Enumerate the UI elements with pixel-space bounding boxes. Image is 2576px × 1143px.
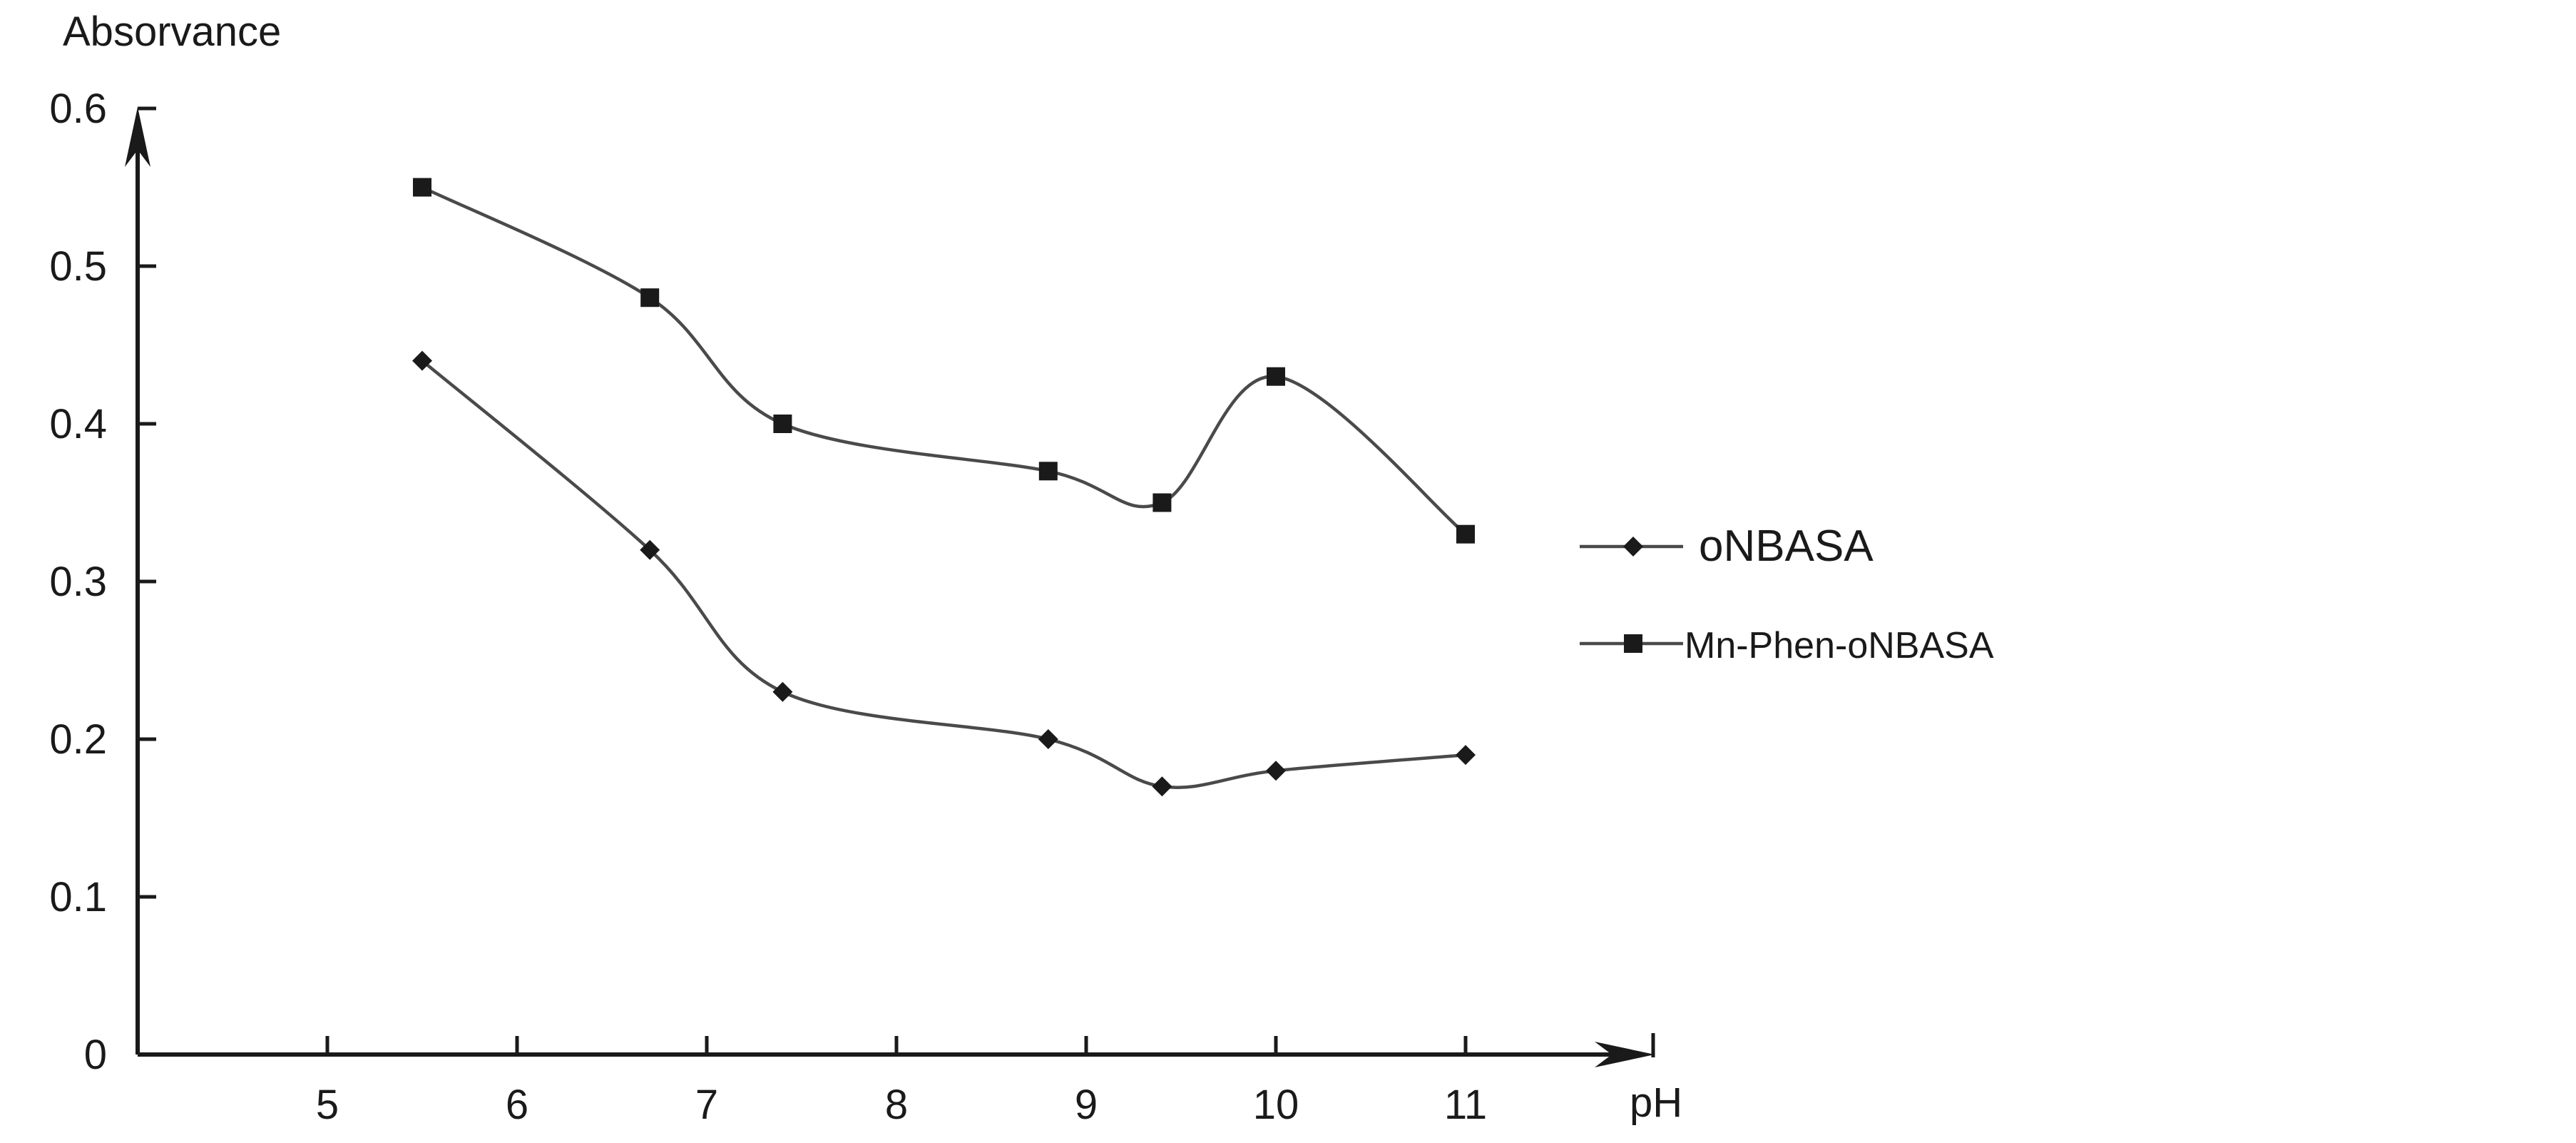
y-ticks: 0 0.1 0.2 0.3 0.4 0.5 0.6: [49, 86, 156, 1078]
y-tick-label: 0.2: [49, 716, 107, 763]
data-point: [1038, 729, 1058, 749]
x-tick-label: 10: [1253, 1082, 1299, 1128]
y-tick-label: 0.3: [49, 559, 107, 605]
legend-item: oNBASA: [1580, 522, 1874, 571]
x-axis-arrow: [1595, 1042, 1655, 1067]
data-point: [413, 178, 431, 197]
x-tick-label: 6: [506, 1082, 528, 1128]
series-line: [421, 359, 1466, 790]
series-onbasa: [412, 350, 1476, 797]
data-point: [1456, 745, 1476, 766]
y-tick-label: 0.5: [49, 243, 107, 290]
legend-label: oNBASA: [1699, 522, 1874, 571]
data-point: [1266, 761, 1286, 781]
y-axis-title: Absorvance: [63, 9, 281, 55]
x-tick-label: 7: [695, 1082, 718, 1128]
data-point: [1456, 524, 1475, 544]
data-point: [1038, 462, 1058, 481]
data-point: [640, 288, 660, 308]
x-ticks: 5 6 7 8 9 10 11: [316, 1036, 1487, 1128]
y-tick-label: 0.4: [49, 401, 107, 447]
data-point: [1152, 776, 1172, 797]
y-tick-label: 0: [84, 1032, 107, 1078]
x-tick-label: 8: [885, 1082, 908, 1128]
x-axis-title: pH: [1630, 1080, 1682, 1126]
data-point: [412, 350, 432, 371]
series-line: [421, 186, 1467, 536]
y-axis-arrow: [125, 107, 150, 167]
legend-item: Mn-Phen-oNBASA: [1580, 625, 1994, 666]
data-point: [640, 539, 660, 560]
legend-label: Mn-Phen-oNBASA: [1685, 625, 1994, 666]
legend-marker: [1624, 634, 1642, 653]
y-tick-label: 0.1: [49, 874, 107, 920]
data-point: [1267, 367, 1285, 386]
legend: oNBASA Mn-Phen-oNBASA: [1580, 522, 1994, 666]
data-point: [773, 415, 792, 433]
y-tick-label: 0.6: [49, 86, 107, 132]
data-point: [772, 681, 793, 702]
series-mn-phen-onbasa: [413, 178, 1475, 544]
axes: [125, 107, 1655, 1067]
legend-marker: [1623, 537, 1643, 557]
x-tick-label: 5: [316, 1082, 339, 1128]
data-point: [1152, 493, 1172, 512]
x-tick-label: 11: [1444, 1082, 1487, 1128]
series-layer: [412, 178, 1476, 797]
x-tick-label: 9: [1075, 1082, 1098, 1128]
